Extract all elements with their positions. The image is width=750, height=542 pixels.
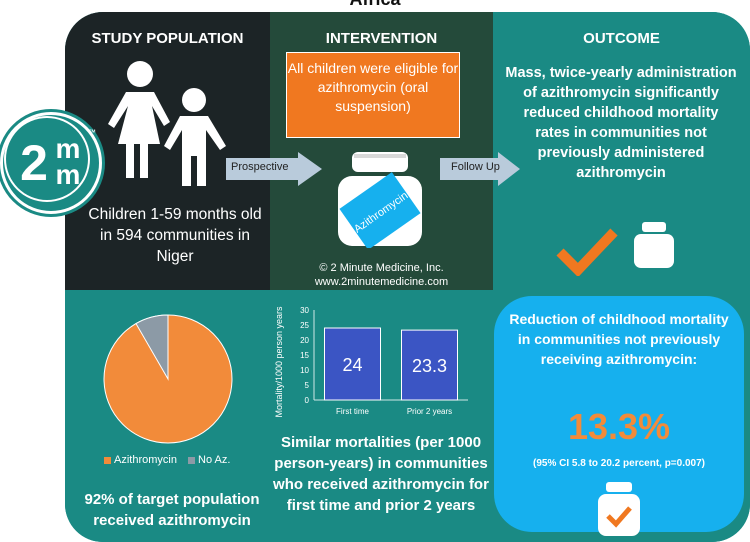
bar-chart-caption: Similar mortalities (per 1000 person-yea… [273,434,489,514]
legend-label-no-az: No Az. [198,454,231,466]
callout-ci: (95% CI 5.8 to 20.2 percent, p=0.007) [532,458,706,469]
x-tick-label: Prior 2 years [407,407,452,416]
small-bottle-icon [634,222,674,268]
bar-chart: 0 5 10 15 20 25 30 24 First time 23.3 Prior 2 yea… [274,306,468,418]
logo-digit: 2 [20,135,48,191]
copyright-line: © 2 Minute Medicine, Inc. [319,262,444,274]
pie-slice-no-az [135,314,169,381]
website-line: www.2minutemedicine.com [314,276,449,288]
legend-label-azithromycin: Azithromycin [114,454,177,466]
follow-up-arrow-icon [440,152,520,186]
prospective-label: Prospective [231,161,289,173]
logo-trademark: ™ [88,128,96,137]
callout-percent: 13.3% [567,406,671,447]
bar-2 [401,329,458,401]
y-tick-label: 10 [300,366,309,375]
y-tick-label: 25 [300,321,309,330]
children-icon [108,61,226,186]
page-title: Africa [0,0,750,10]
logo-letter-top: m [56,133,81,164]
copyright: © 2 Minute Medicine, Inc. www.2minutemed… [270,261,493,289]
logo-2m-icon: 2 m m [6,118,88,200]
y-tick-label: 20 [300,336,309,345]
follow-up-label: Follow Up [451,161,500,173]
pie-legend: Azithromycin No Az. [104,454,230,466]
outcome-header: OUTCOME [583,30,660,47]
y-tick-label: 15 [300,351,309,360]
y-tick-label: 0 [305,396,310,405]
study-population-header: STUDY POPULATION [91,30,244,47]
outcome-panel [493,12,750,290]
y-tick-label: 5 [305,381,310,390]
callout-bottle-check-icon [598,482,640,536]
azithromycin-bottle-icon: Azithromycin [338,152,422,248]
logo-letter-bottom: m [56,159,81,190]
prospective-arrow-icon [226,152,322,186]
bar-value-label: 24 [342,355,362,375]
study-population-description: Children 1-59 months old in 594 communit… [88,206,262,265]
bar-value-label: 23.3 [412,356,447,376]
intervention-box: All children were eligible for azithromy… [286,52,460,138]
bar-chart-ylabel: Mortality/1000 person years [274,306,284,418]
intervention-header: INTERVENTION [325,30,438,47]
x-tick-label: First time [336,407,369,416]
pie-chart [103,314,233,444]
checkmark-icon [556,228,618,276]
callout-box [494,296,744,532]
pie-caption: 92% of target population received azithr… [84,491,260,529]
legend-swatch-no-az [188,456,196,464]
outcome-text: Mass, twice-yearly administration of azi… [505,65,737,181]
legend-swatch-azithromycin [104,456,111,464]
callout-title: Reduction of childhood mortality in comm… [509,311,729,367]
y-tick-label: 30 [300,306,309,315]
bar-1 [324,327,381,401]
